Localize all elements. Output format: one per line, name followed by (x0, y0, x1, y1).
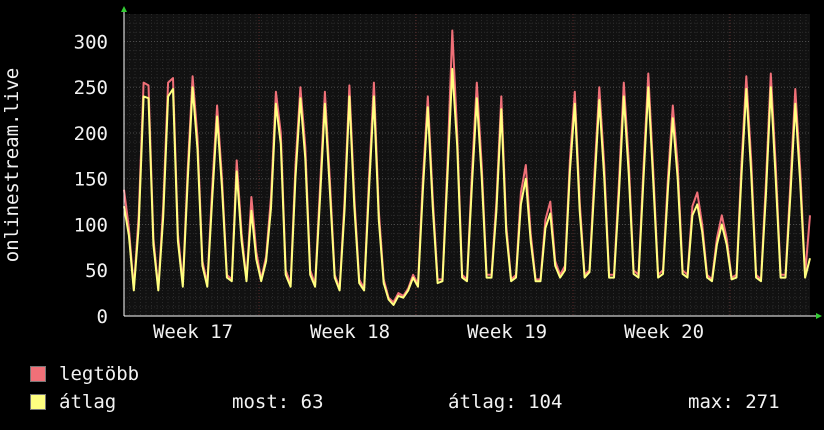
legend-item-legtobb: legtöbb (30, 362, 139, 386)
y-axis-label: onlinestream.live (1, 67, 23, 263)
x-tick-label: Week 18 (310, 321, 390, 343)
x-tick-label: Week 20 (624, 321, 704, 343)
series-line-atlag (123, 67, 811, 306)
y-axis-arrow (121, 6, 127, 12)
y-tick-label: 150 (74, 169, 108, 191)
tick-labels: 0 50 100 150 200 250 300 Week 17 Week 18 Week 19 W… (74, 31, 704, 343)
stat-max: max: 271 (688, 391, 780, 413)
stat-atlag: átlag: 104 (448, 391, 563, 413)
legend-item-atlag: átlag (30, 390, 116, 414)
x-tick-label: Week 19 (467, 321, 547, 343)
y-tick-label: 50 (85, 260, 108, 282)
y-tick-label: 0 (97, 306, 108, 328)
y-tick-label: 250 (74, 77, 108, 99)
legend-swatch-atlag (30, 394, 46, 410)
y-tick-label: 100 (74, 214, 108, 236)
legend-label-legtobb: legtöbb (59, 363, 140, 385)
legend-label-atlag: átlag (59, 391, 117, 413)
y-axis-title: onlinestream.live (0, 50, 24, 280)
x-tick-label: Week 17 (153, 321, 233, 343)
axes (121, 6, 822, 319)
series-layer (123, 29, 811, 306)
y-tick-label: 300 (74, 31, 108, 53)
legend-swatch-legtobb (30, 366, 46, 382)
y-tick-label: 200 (74, 123, 108, 145)
x-axis-arrow (816, 313, 822, 319)
stat-most: most: 63 (232, 391, 324, 413)
